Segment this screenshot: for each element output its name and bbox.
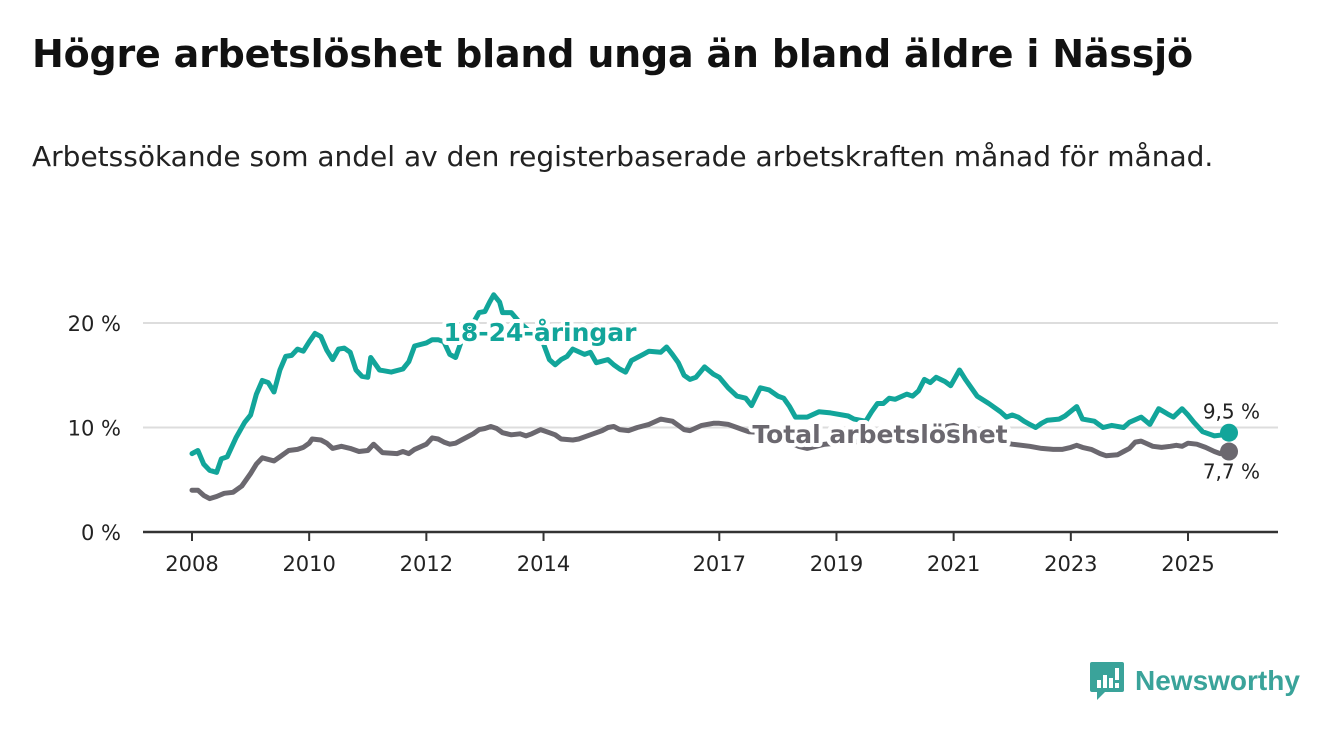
- newsworthy-logo-icon: [1090, 662, 1124, 700]
- chart-subtitle: Arbetssökande som andel av den registerb…: [32, 140, 1214, 173]
- brand-name: Newsworthy: [1135, 665, 1300, 696]
- series-label-youth: 18-24-åringar: [444, 318, 638, 347]
- series-line-youth: [189, 292, 1232, 475]
- series-line-total: [189, 416, 1232, 502]
- end-value-label-youth: 9,5 %: [1203, 400, 1260, 424]
- y-tick-label: 10 %: [68, 417, 121, 441]
- x-tick-label: 2012: [400, 552, 453, 576]
- axes: 0 % 10 % 20 % 2008 2010 2012 2014 2017 2019 2021 2…: [68, 312, 1278, 576]
- series-labels: 18-24-åringar Total arbetslöshet 9,5 % 7,7 …: [440, 314, 1261, 484]
- y-tick-label: 20 %: [68, 312, 121, 336]
- x-tick-label: 2021: [927, 552, 980, 576]
- x-tick-label: 2017: [693, 552, 746, 576]
- x-tick-label: 2014: [517, 552, 570, 576]
- x-tick-label: 2023: [1044, 552, 1097, 576]
- x-tick-label: 2019: [810, 552, 863, 576]
- series-label-total: Total arbetslöshet: [752, 420, 1007, 449]
- end-value-label-total: 7,7 %: [1203, 460, 1260, 484]
- series-lines: [189, 292, 1239, 502]
- grid-lines: [143, 322, 1278, 429]
- y-tick-label: 0 %: [81, 521, 121, 545]
- chart-title: Högre arbetslöshet bland unga än bland ä…: [32, 32, 1193, 76]
- x-tick-label: 2025: [1161, 552, 1214, 576]
- newsworthy-brand[interactable]: Newsworthy: [1089, 660, 1300, 702]
- series-end-point-total: [1220, 442, 1239, 461]
- series-end-point-youth: [1220, 423, 1239, 442]
- x-tick-label: 2008: [165, 552, 218, 576]
- x-tick-label: 2010: [282, 552, 335, 576]
